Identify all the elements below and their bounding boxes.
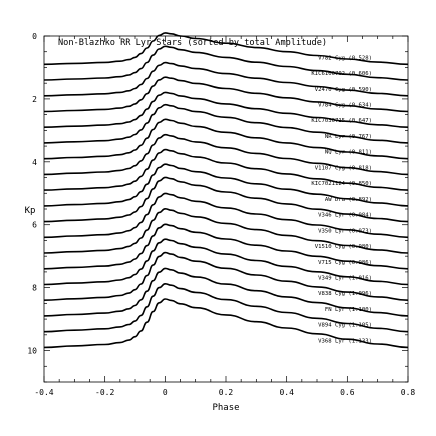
light-curve-14 (43, 223, 409, 270)
star-label: NR Lyr (0.767) (325, 134, 372, 140)
y-tick-label: 0 (32, 32, 37, 41)
light-curve-17 (43, 267, 409, 317)
light-curve-15 (43, 238, 409, 286)
light-curve-4 (43, 76, 409, 113)
star-label: FN Lyr (1.100) (325, 307, 372, 313)
light-curve-2 (43, 45, 409, 81)
light-curve-6 (43, 103, 409, 144)
x-tick-label: 0.6 (340, 388, 355, 397)
y-tick-label: 10 (27, 347, 37, 356)
star-label: KIC6100702 (0.606) (311, 71, 372, 77)
light-curve-18 (43, 283, 409, 333)
light-curve-1 (43, 32, 409, 66)
star-label: V782 Cyg (0.528) (318, 55, 372, 61)
star-label: V349 Lyr (1.016) (318, 275, 372, 281)
star-label: KIC7030715 (0.647) (311, 118, 372, 124)
x-tick-label: -0.2 (95, 388, 114, 397)
x-tick-labels: -0.4 -0.2 0 0.2 0.4 0.6 0.8 (34, 388, 415, 397)
y-tick-labels: 0 2 4 6 8 10 (27, 32, 37, 356)
x-tick-label: 0.2 (219, 388, 234, 397)
star-label: V2470 Cyg (0.590) (315, 87, 372, 93)
light-curves (43, 32, 409, 349)
light-curve-11 (43, 176, 409, 223)
light-curve-7 (43, 118, 409, 160)
chart-title: Non-Blazhko RR Lyr Stars (sorted by tota… (58, 38, 327, 48)
star-label: V838 Cyg (1.096) (318, 291, 372, 297)
star-label: V784 Cyg (0.634) (318, 102, 372, 108)
star-label: NQ Lyr (0.811) (325, 150, 372, 156)
star-label: V350 Lyr (0.973) (318, 228, 372, 234)
light-curve-10 (43, 163, 409, 207)
star-label: KIC7021124 (0.850) (311, 181, 372, 187)
light-curve-5 (43, 91, 409, 128)
x-tick-label: -0.4 (34, 388, 53, 397)
light-curve-3 (43, 61, 409, 97)
light-curve-8 (43, 133, 409, 176)
y-axis-label: Kp (25, 206, 36, 216)
x-tick-label: 0 (163, 388, 168, 397)
axis-ticks (43, 35, 409, 383)
x-tick-label: 0.4 (279, 388, 294, 397)
x-axis-label: Phase (212, 403, 239, 413)
star-label: V1107 Cyg (0.818) (315, 165, 372, 171)
star-label: V715 Cyg (0.986) (318, 260, 372, 266)
light-curve-13 (43, 208, 409, 254)
star-labels: V782 Cyg (0.528) KIC6100702 (0.606) V2470 … (311, 55, 372, 344)
star-label: AW Dra (0.892) (325, 197, 372, 203)
x-tick-label: 0.8 (401, 388, 416, 397)
y-tick-label: 8 (32, 284, 37, 293)
light-curve-16 (43, 251, 409, 301)
light-curve-19 (43, 298, 409, 349)
star-label: V1510 Cyg (0.980) (315, 244, 372, 250)
y-tick-label: 4 (32, 158, 37, 167)
light-curve-12 (43, 192, 409, 239)
y-tick-label: 6 (32, 221, 37, 230)
star-label: V346 Lyr (0.984) (318, 213, 372, 219)
star-label: V368 Lyr (1.133) (318, 338, 372, 344)
star-label: V894 Cyg (1.105) (318, 323, 372, 329)
y-tick-label: 2 (32, 95, 37, 104)
light-curve-9 (43, 148, 409, 191)
